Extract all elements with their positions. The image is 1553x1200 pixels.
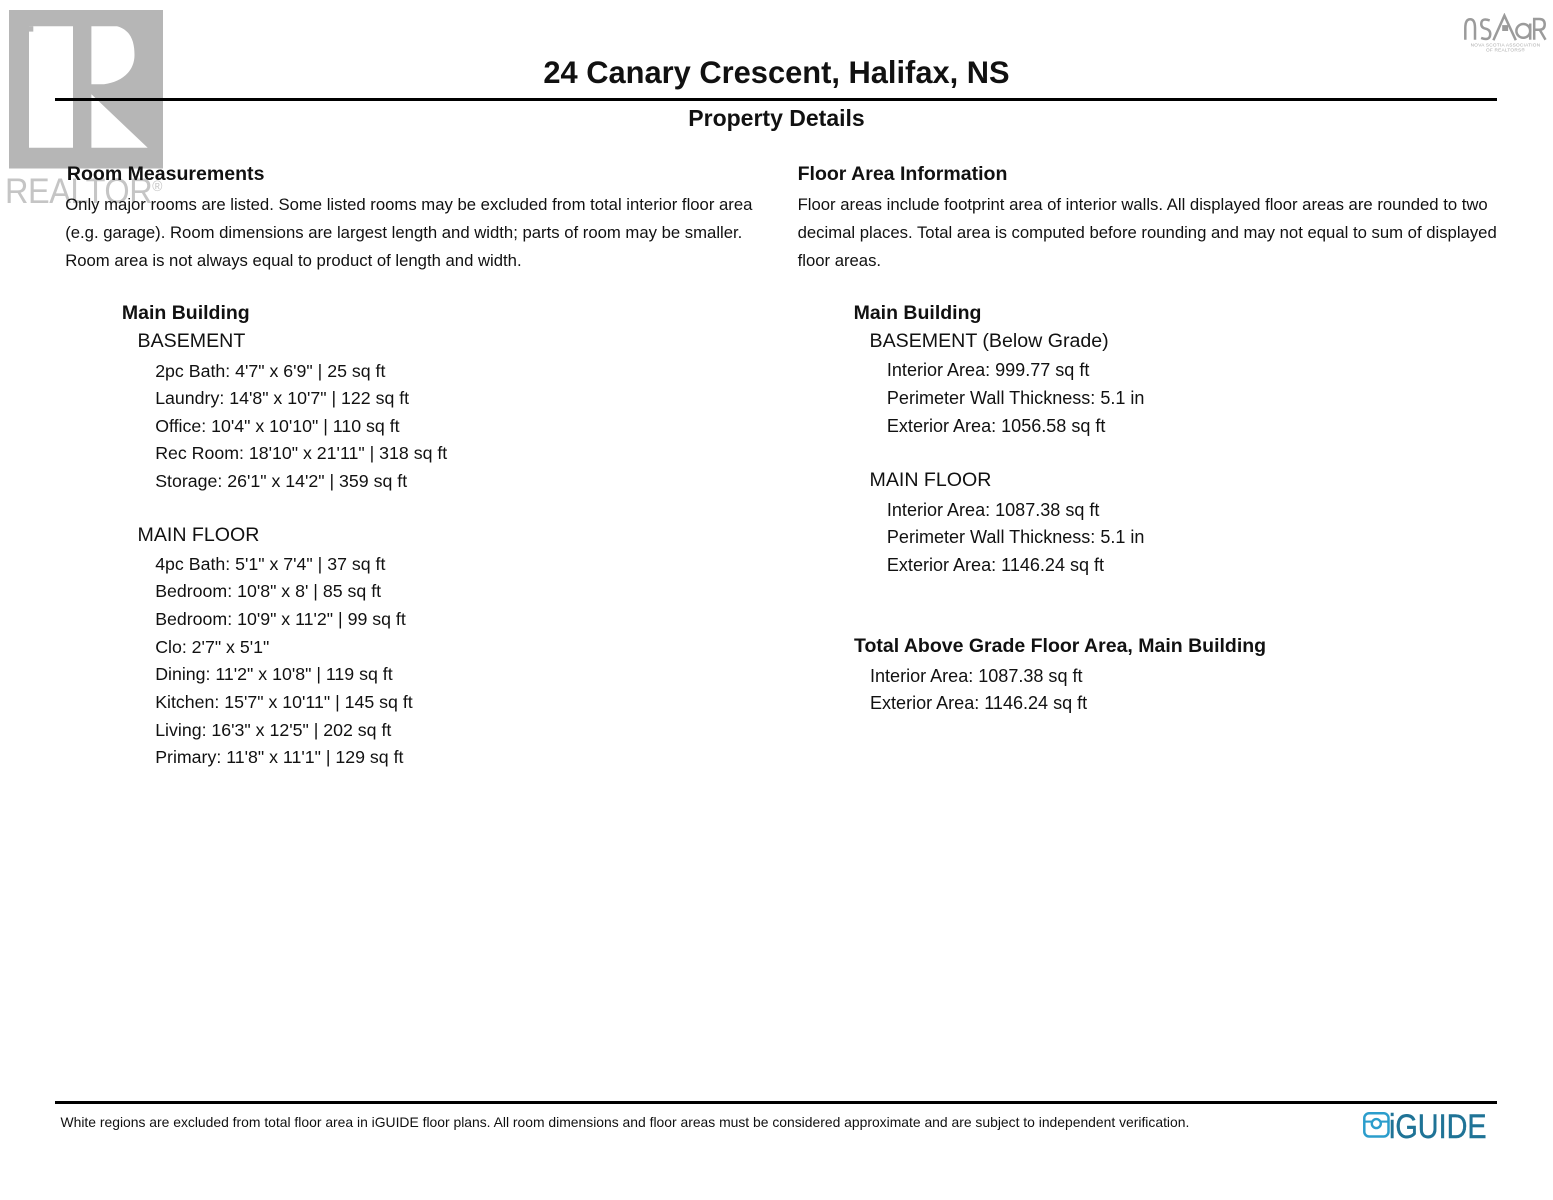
svg-text:NOVA SCOTIA ASSOCIATION: NOVA SCOTIA ASSOCIATION (1471, 42, 1541, 47)
svg-text:OF REALTORS®: OF REALTORS® (1486, 46, 1525, 52)
